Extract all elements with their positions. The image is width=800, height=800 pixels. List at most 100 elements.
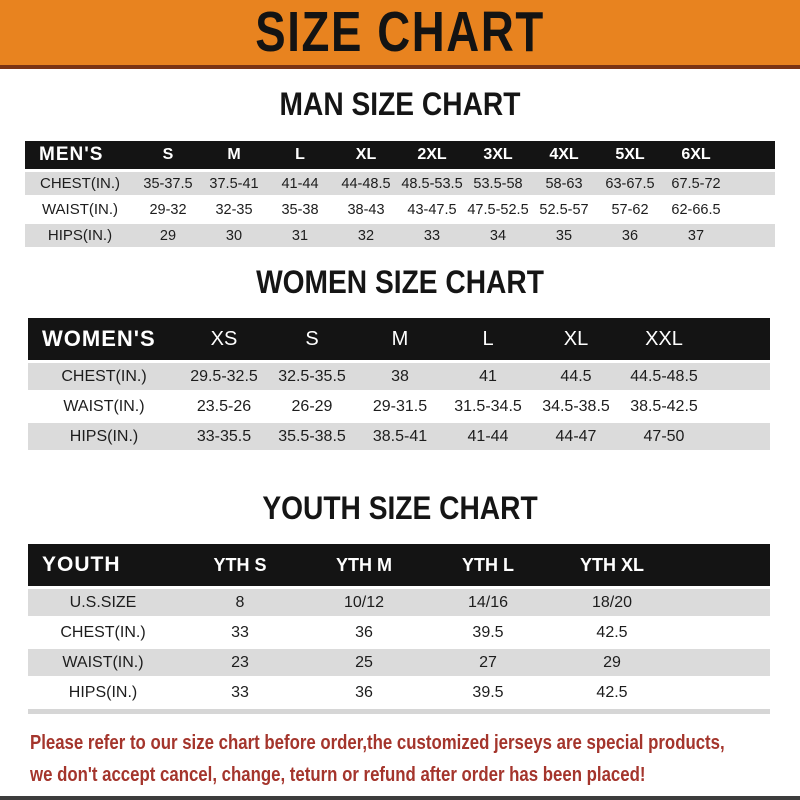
size-value-cell: 35-38 xyxy=(267,198,333,221)
row-label: WAIST(IN.) xyxy=(28,649,178,676)
size-value-cell: 23.5-26 xyxy=(180,393,268,420)
size-value-cell: 8 xyxy=(178,589,302,616)
size-value-cell: 38-43 xyxy=(333,198,399,221)
youth-heading: YOUTH SIZE CHART xyxy=(262,490,538,526)
measurement-row: WAIST(IN.) 29-32 32-35 35-38 38-43 43-47.5 47.… xyxy=(25,198,775,221)
women-heading: WOMEN SIZE CHART xyxy=(256,264,544,300)
size-value-cell: 30 xyxy=(201,224,267,247)
table-bottom-rule xyxy=(28,709,770,714)
size-value-cell: 48.5-53.5 xyxy=(399,172,465,195)
size-value-cell: 38.5-42.5 xyxy=(620,393,708,420)
size-value-cell: 38.5-41 xyxy=(356,423,444,450)
section-youth: YOUTH SIZE CHART YOUTH YTH S YTH M YTH L YTH… xyxy=(0,490,800,714)
size-value-cell: 10/12 xyxy=(302,589,426,616)
row-spacer-cell xyxy=(674,679,770,706)
row-label: U.S.SIZE xyxy=(28,589,178,616)
row-label: HIPS(IN.) xyxy=(28,679,178,706)
measurement-row: WAIST(IN.) 23 25 27 29 xyxy=(28,649,770,676)
youth-size-table: YOUTH YTH S YTH M YTH L YTH XL U.S.SIZE 8 10/12… xyxy=(28,541,770,709)
size-column-header: 5XL xyxy=(597,141,663,169)
size-value-cell: 29 xyxy=(550,649,674,676)
size-column-header: XL xyxy=(532,318,620,360)
measurement-row: HIPS(IN.) 29 30 31 32 33 34 35 36 37 xyxy=(25,224,775,247)
measurement-row: U.S.SIZE 8 10/12 14/16 18/20 xyxy=(28,589,770,616)
row-label: CHEST(IN.) xyxy=(28,363,180,390)
size-value-cell: 27 xyxy=(426,649,550,676)
size-value-cell: 41-44 xyxy=(267,172,333,195)
size-table-header-row: WOMEN'S XS S M L XL XXL xyxy=(28,318,770,360)
row-spacer-cell xyxy=(708,393,770,420)
size-value-cell: 58-63 xyxy=(531,172,597,195)
size-column-header: YTH M xyxy=(302,544,426,586)
table-group-label: MEN'S xyxy=(25,141,135,169)
size-value-cell: 39.5 xyxy=(426,619,550,646)
size-value-cell: 33 xyxy=(399,224,465,247)
size-value-cell: 32 xyxy=(333,224,399,247)
size-value-cell: 41 xyxy=(444,363,532,390)
size-value-cell: 44-48.5 xyxy=(333,172,399,195)
size-value-cell: 33-35.5 xyxy=(180,423,268,450)
size-value-cell: 29.5-32.5 xyxy=(180,363,268,390)
size-column-header: XXL xyxy=(620,318,708,360)
measurement-row: HIPS(IN.) 33 36 39.5 42.5 xyxy=(28,679,770,706)
size-value-cell: 26-29 xyxy=(268,393,356,420)
size-table-header-row: YOUTH YTH S YTH M YTH L YTH XL xyxy=(28,544,770,586)
footer-note-line2: we don't accept cancel, change, teturn o… xyxy=(30,764,646,786)
measurement-row: HIPS(IN.) 33-35.5 35.5-38.5 38.5-41 41-44 44-… xyxy=(28,423,770,450)
size-column-header: 2XL xyxy=(399,141,465,169)
row-spacer-cell xyxy=(729,172,775,195)
size-value-cell: 44.5-48.5 xyxy=(620,363,708,390)
header-spacer-cell xyxy=(708,318,770,360)
size-value-cell: 39.5 xyxy=(426,679,550,706)
size-value-cell: 35 xyxy=(531,224,597,247)
row-spacer-cell xyxy=(729,224,775,247)
row-label: HIPS(IN.) xyxy=(28,423,180,450)
size-value-cell: 42.5 xyxy=(550,679,674,706)
women-size-table: WOMEN'S XS S M L XL XXL CHEST(IN.) 29.5-32.5 32.5… xyxy=(28,315,770,453)
size-column-header: S xyxy=(268,318,356,360)
size-value-cell: 67.5-72 xyxy=(663,172,729,195)
size-value-cell: 47-50 xyxy=(620,423,708,450)
size-value-cell: 31 xyxy=(267,224,333,247)
row-label: HIPS(IN.) xyxy=(25,224,135,247)
size-value-cell: 29-31.5 xyxy=(356,393,444,420)
bottom-border xyxy=(0,796,800,800)
size-column-header: XL xyxy=(333,141,399,169)
row-spacer-cell xyxy=(674,589,770,616)
size-value-cell: 34.5-38.5 xyxy=(532,393,620,420)
size-value-cell: 29-32 xyxy=(135,198,201,221)
size-value-cell: 25 xyxy=(302,649,426,676)
size-column-header: XS xyxy=(180,318,268,360)
size-value-cell: 35.5-38.5 xyxy=(268,423,356,450)
size-value-cell: 37.5-41 xyxy=(201,172,267,195)
size-value-cell: 38 xyxy=(356,363,444,390)
size-value-cell: 62-66.5 xyxy=(663,198,729,221)
row-label: WAIST(IN.) xyxy=(28,393,180,420)
measurement-row: CHEST(IN.) 29.5-32.5 32.5-35.5 38 41 44.5 44.5… xyxy=(28,363,770,390)
size-column-header: M xyxy=(356,318,444,360)
size-value-cell: 35-37.5 xyxy=(135,172,201,195)
row-label: CHEST(IN.) xyxy=(25,172,135,195)
size-table-header-row: MEN'S S M L XL 2XL 3XL 4XL 5XL 6XL xyxy=(25,141,775,169)
size-value-cell: 36 xyxy=(302,619,426,646)
size-value-cell: 34 xyxy=(465,224,531,247)
row-label: WAIST(IN.) xyxy=(25,198,135,221)
size-value-cell: 57-62 xyxy=(597,198,663,221)
banner: SIZE CHART xyxy=(0,0,800,69)
row-spacer-cell xyxy=(729,198,775,221)
size-column-header: 3XL xyxy=(465,141,531,169)
size-value-cell: 63-67.5 xyxy=(597,172,663,195)
size-value-cell: 36 xyxy=(302,679,426,706)
footer-note: Please refer to our size chart before or… xyxy=(30,727,800,791)
size-value-cell: 53.5-58 xyxy=(465,172,531,195)
size-column-header: YTH L xyxy=(426,544,550,586)
men-size-table: MEN'S S M L XL 2XL 3XL 4XL 5XL 6XL CHEST(IN.) 35-37… xyxy=(25,138,775,250)
size-column-header: YTH S xyxy=(178,544,302,586)
size-value-cell: 44.5 xyxy=(532,363,620,390)
size-column-header: 6XL xyxy=(663,141,729,169)
table-group-label: YOUTH xyxy=(28,544,178,586)
size-value-cell: 52.5-57 xyxy=(531,198,597,221)
size-column-header: M xyxy=(201,141,267,169)
size-value-cell: 18/20 xyxy=(550,589,674,616)
size-column-header: S xyxy=(135,141,201,169)
